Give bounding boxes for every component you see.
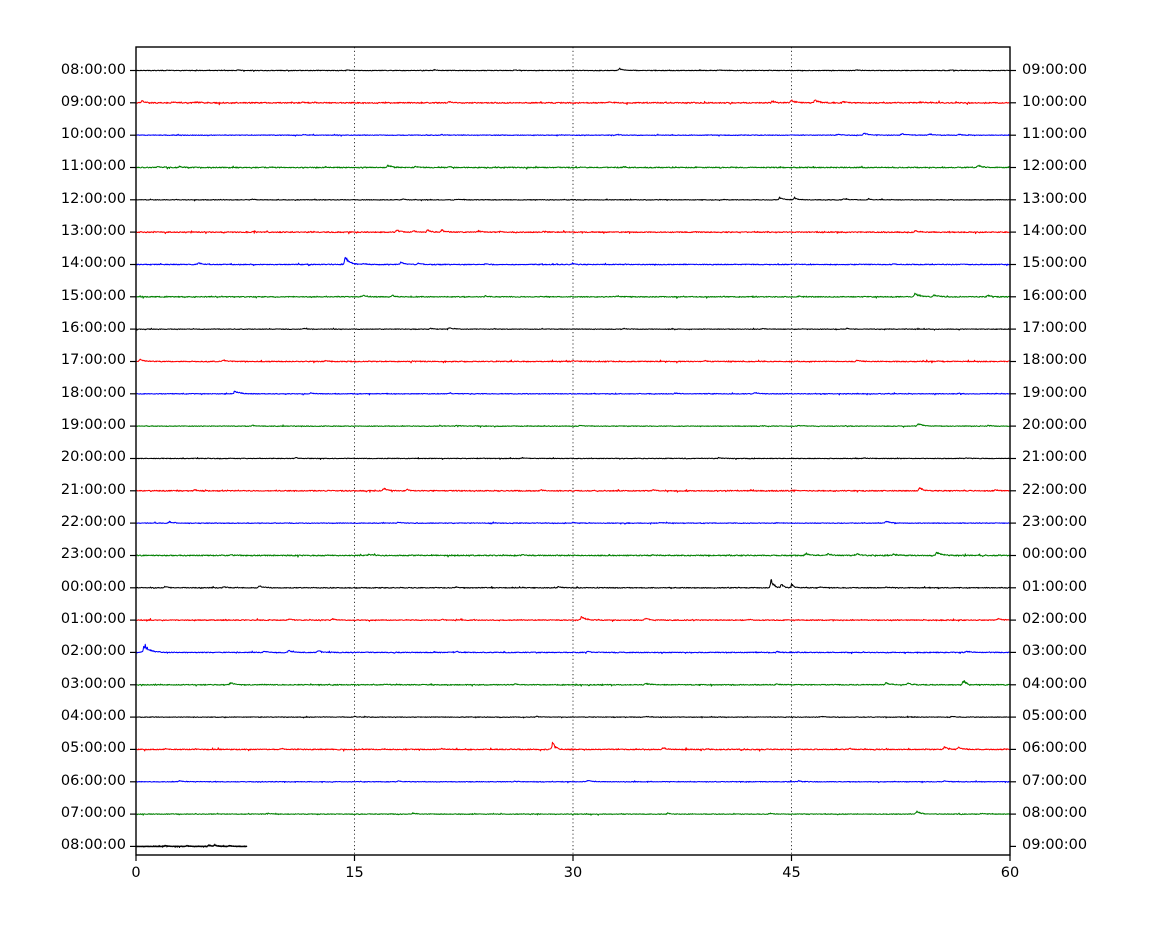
y-tick-label-left: 01:00:00 (60, 611, 126, 628)
y-tick-label-left: 22:00:00 (60, 514, 126, 531)
x-tick-label: 45 (782, 865, 801, 881)
trace-110000 (135, 164, 1011, 170)
trace-180000 (135, 390, 1011, 396)
trace-160000 (135, 327, 1011, 331)
trace-120000 (135, 196, 1011, 202)
y-tick-label-right: 23:00:00 (1022, 514, 1088, 531)
y-tick-label-right: 00:00:00 (1022, 546, 1088, 563)
trace-090000 (135, 99, 1011, 106)
trace-190000 (135, 423, 1011, 428)
y-tick-label-right: 15:00:00 (1022, 255, 1088, 272)
y-tick-label-right: 17:00:00 (1022, 320, 1088, 337)
y-tick-label-right: 22:00:00 (1022, 481, 1088, 498)
x-tick-label: 30 (563, 865, 583, 881)
y-tick-label-left: 21:00:00 (60, 481, 126, 498)
y-tick-label-left: 10:00:00 (60, 126, 126, 143)
trace-170000 (135, 358, 1011, 364)
trace-080000 (135, 67, 1011, 72)
y-tick-label-left: 05:00:00 (60, 740, 126, 757)
y-tick-label-right: 20:00:00 (1022, 417, 1088, 434)
y-tick-label-right: 01:00:00 (1022, 578, 1088, 595)
trace-130000 (135, 229, 1011, 235)
y-tick-label-left: 23:00:00 (60, 546, 126, 563)
y-tick-label-left: 08:00:00 (60, 61, 126, 78)
y-tick-label-left: 11:00:00 (60, 158, 126, 175)
trace-050000 (135, 741, 1011, 752)
y-tick-label-right: 09:00:00 (1022, 61, 1088, 78)
y-tick-label-right: 09:00:00 (1022, 837, 1088, 854)
y-tick-label-right: 08:00:00 (1022, 805, 1088, 822)
y-tick-label-left: 02:00:00 (60, 643, 126, 660)
y-tick-label-left: 17:00:00 (60, 352, 126, 369)
y-tick-label-left: 04:00:00 (60, 708, 126, 725)
y-tick-label-right: 18:00:00 (1022, 352, 1088, 369)
y-tick-label-left: 00:00:00 (60, 578, 126, 595)
trace-000000 (135, 579, 1011, 590)
trace-070000 (135, 810, 1011, 816)
y-tick-label-left: 09:00:00 (60, 93, 126, 110)
x-tick-label: 60 (1000, 865, 1020, 881)
y-tick-label-right: 11:00:00 (1022, 126, 1088, 143)
y-tick-label-left: 12:00:00 (60, 190, 126, 207)
y-tick-label-right: 14:00:00 (1022, 223, 1088, 240)
y-tick-label-right: 12:00:00 (1022, 158, 1088, 175)
y-tick-label-left: 20:00:00 (60, 449, 126, 466)
trace-020000 (135, 643, 1011, 655)
y-tick-label-right: 16:00:00 (1022, 287, 1088, 304)
y-tick-label-right: 02:00:00 (1022, 611, 1088, 628)
x-tick-label: 0 (131, 865, 141, 881)
y-tick-label-left: 19:00:00 (60, 417, 126, 434)
y-tick-label-right: 21:00:00 (1022, 449, 1088, 466)
y-tick-label-right: 05:00:00 (1022, 708, 1088, 725)
y-tick-label-right: 10:00:00 (1022, 93, 1088, 110)
x-tick-label: 15 (345, 865, 364, 881)
y-tick-label-right: 06:00:00 (1022, 740, 1088, 757)
y-tick-label-left: 08:00:00 (60, 837, 126, 854)
gridlines (354, 47, 792, 855)
trace-230000 (135, 551, 1011, 558)
y-tick-label-left: 14:00:00 (60, 255, 126, 272)
trace-210000 (135, 487, 1011, 493)
y-tick-label-right: 07:00:00 (1022, 772, 1088, 789)
y-tick-label-left: 15:00:00 (60, 287, 126, 304)
y-tick-label-right: 03:00:00 (1022, 643, 1088, 660)
y-tick-label-right: 13:00:00 (1022, 190, 1088, 207)
y-tick-label-left: 07:00:00 (60, 805, 126, 822)
trace-080000 (135, 843, 248, 849)
seismic-traces (135, 67, 1011, 849)
y-tick-label-right: 04:00:00 (1022, 675, 1088, 692)
y-tick-label-left: 18:00:00 (60, 384, 126, 401)
trace-060000 (135, 779, 1011, 784)
trace-100000 (135, 132, 1011, 137)
axis-ticks (130, 69, 1016, 861)
y-tick-label-right: 19:00:00 (1022, 384, 1088, 401)
y-tick-label-left: 13:00:00 (60, 223, 126, 240)
trace-010000 (135, 616, 1011, 622)
y-tick-label-left: 06:00:00 (60, 772, 126, 789)
trace-030000 (135, 679, 1011, 687)
trace-150000 (135, 292, 1011, 299)
trace-220000 (135, 520, 1011, 525)
y-tick-label-left: 03:00:00 (60, 675, 126, 692)
trace-040000 (135, 715, 1011, 719)
trace-140000 (135, 256, 1011, 267)
y-tick-label-left: 16:00:00 (60, 320, 126, 337)
trace-200000 (135, 456, 1011, 461)
